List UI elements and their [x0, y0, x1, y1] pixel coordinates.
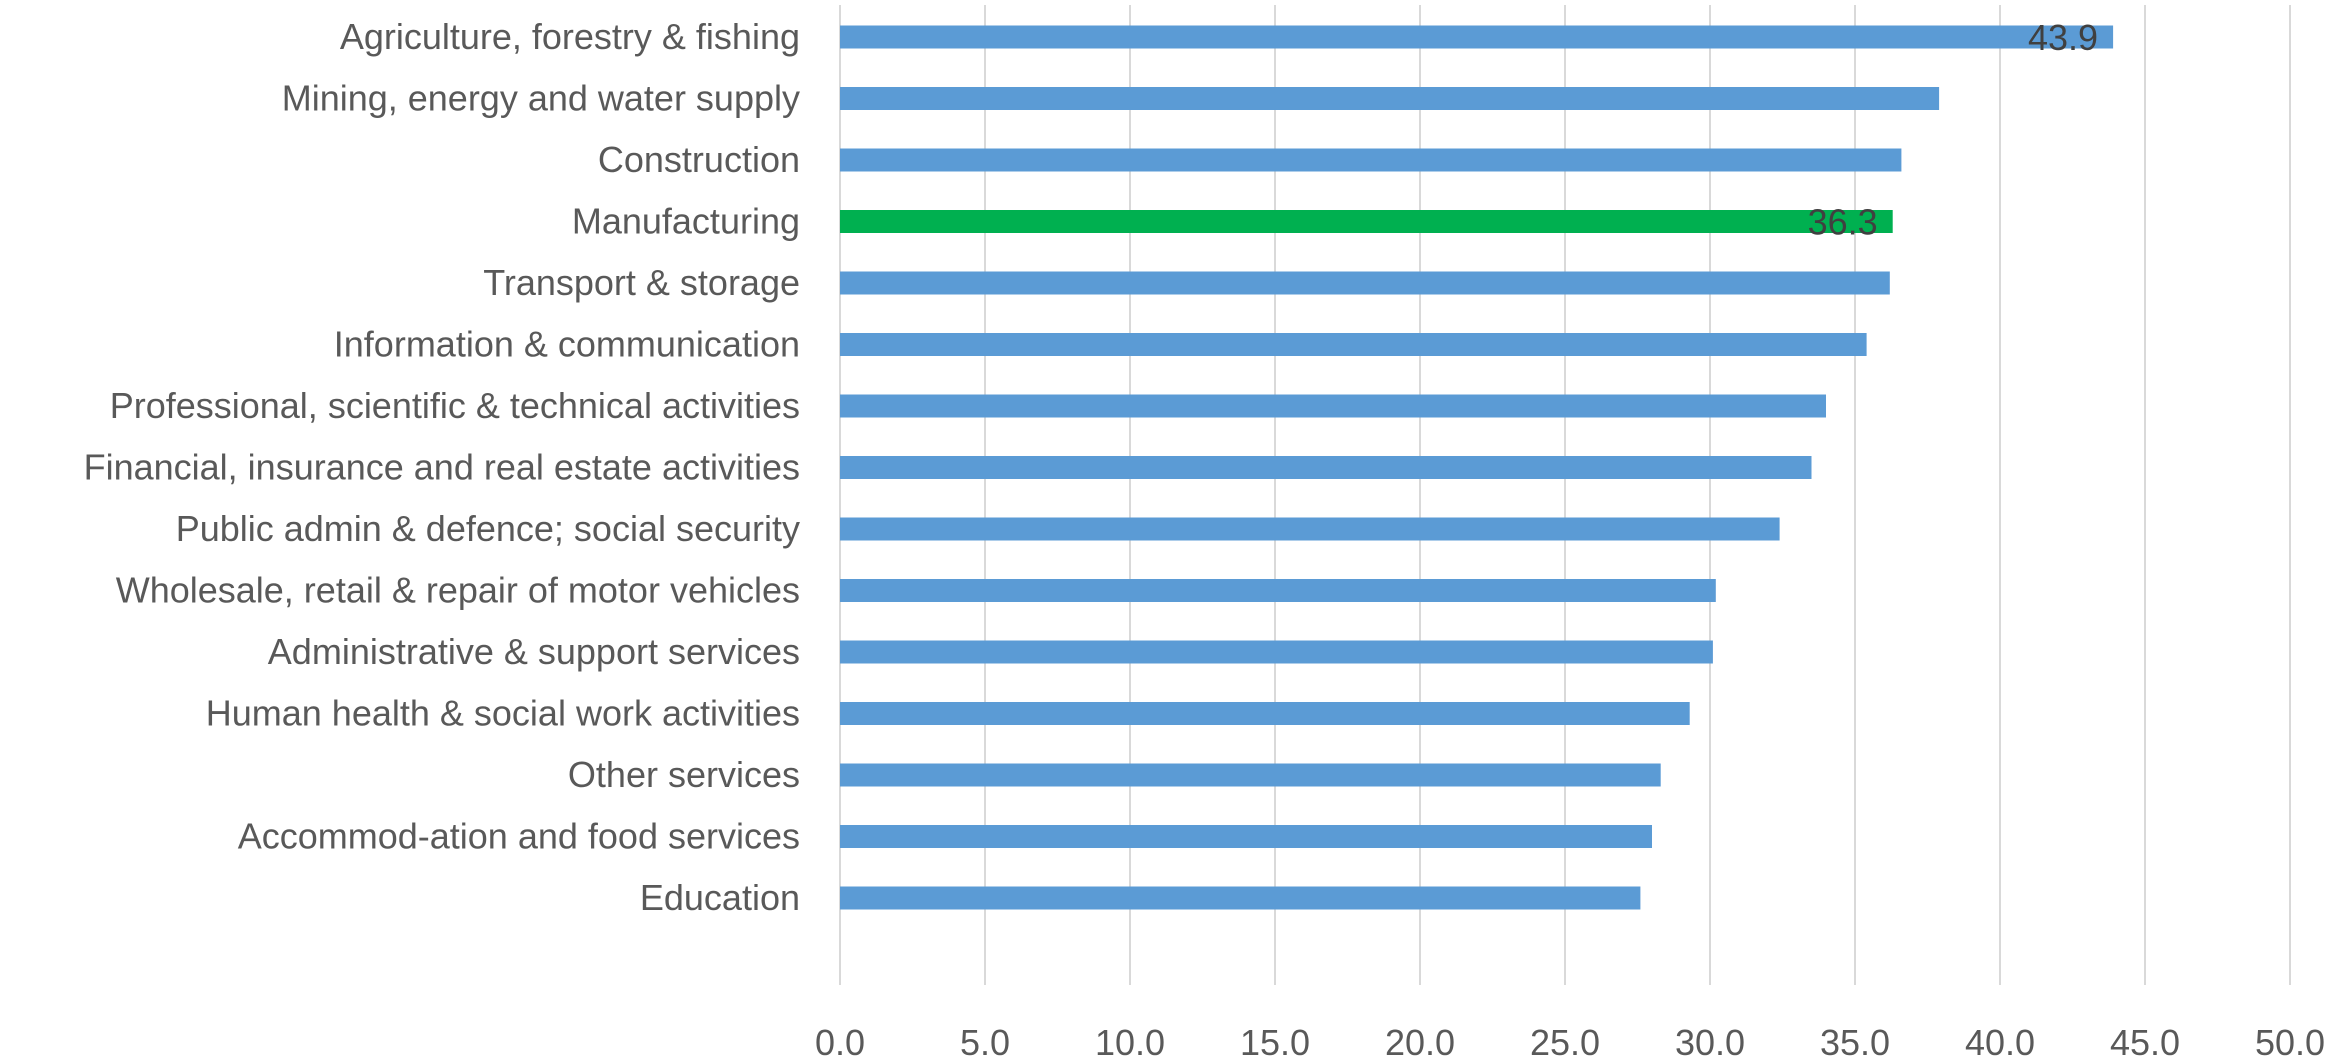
bar: [840, 763, 1661, 787]
category-label: Professional, scientific & technical act…: [110, 385, 800, 426]
bar: [840, 456, 1812, 479]
bar: [840, 886, 1641, 910]
x-tick-label: 40.0: [1965, 1022, 2035, 1060]
category-label: Transport & storage: [483, 262, 800, 303]
category-label: Education: [640, 877, 800, 918]
bar: [840, 579, 1716, 602]
x-tick-label: 30.0: [1675, 1022, 1745, 1060]
bar: [840, 271, 1890, 295]
category-label: Financial, insurance and real estate act…: [84, 447, 800, 488]
data-label-layer: 43.9 36.3: [1808, 17, 2098, 243]
x-tick-label: 5.0: [960, 1022, 1010, 1060]
tick-label-layer: 0.0 5.0 10.0 15.0 20.0 25.0 30.0 35.0 40.0 45.0 50…: [815, 1022, 2325, 1060]
bar: [840, 702, 1690, 725]
category-label: Mining, energy and water supply: [282, 78, 800, 119]
x-tick-label: 20.0: [1385, 1022, 1455, 1060]
category-label-layer: Agriculture, forestry & fishing Mining, e…: [84, 16, 800, 918]
data-label: 43.9: [2028, 17, 2098, 58]
category-label: Accommod-ation and food services: [238, 816, 800, 857]
bar: [840, 394, 1826, 418]
bar: [840, 148, 1902, 172]
bar: [840, 333, 1867, 356]
category-label: Information & communication: [334, 324, 800, 365]
category-label: Agriculture, forestry & fishing: [340, 16, 800, 57]
category-label: Other services: [568, 754, 800, 795]
category-label: Construction: [598, 139, 800, 180]
data-label: 36.3: [1808, 202, 1878, 243]
bar-layer: [840, 25, 2114, 910]
bar: [840, 87, 1940, 110]
x-tick-label: 10.0: [1095, 1022, 1165, 1060]
category-label: Wholesale, retail & repair of motor vehi…: [116, 570, 800, 611]
x-tick-label: 50.0: [2255, 1022, 2325, 1060]
x-tick-label: 25.0: [1530, 1022, 1600, 1060]
x-tick-label: 15.0: [1240, 1022, 1310, 1060]
category-label: Public admin & defence; social security: [176, 508, 800, 549]
category-label: Administrative & support services: [268, 631, 800, 672]
x-tick-label: 0.0: [815, 1022, 865, 1060]
x-tick-label: 35.0: [1820, 1022, 1890, 1060]
category-label: Manufacturing: [572, 201, 800, 242]
category-label: Human health & social work activities: [206, 693, 800, 734]
bar: [840, 25, 2114, 49]
bar: [840, 640, 1713, 664]
x-tick-label: 45.0: [2110, 1022, 2180, 1060]
bar: [840, 825, 1652, 848]
bar-highlight: [840, 210, 1893, 233]
bar: [840, 517, 1780, 541]
